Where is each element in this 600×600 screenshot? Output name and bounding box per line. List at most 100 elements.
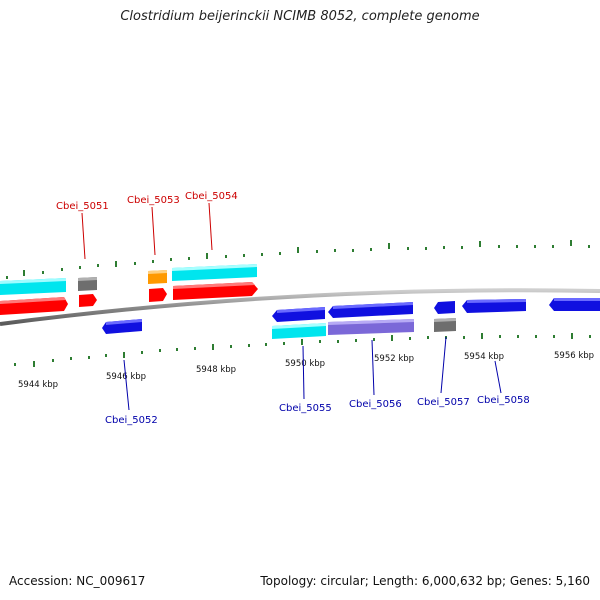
tick — [570, 240, 572, 246]
gene-label-5054[interactable]: Cbei_5054 — [185, 191, 238, 202]
tick — [443, 246, 445, 249]
gene-label-5055[interactable]: Cbei_5055 — [279, 403, 332, 414]
tick — [159, 349, 161, 352]
tick — [425, 247, 427, 250]
accession-text: Accession: NC_009617 — [9, 574, 146, 588]
tick — [188, 257, 190, 260]
tick — [265, 343, 267, 346]
cds-feature-5053 — [149, 288, 167, 302]
tick — [334, 249, 336, 252]
tick — [461, 246, 463, 249]
scale-label-5956: 5956 kbp — [554, 351, 594, 361]
leader-line-5053 — [151, 206, 156, 256]
tick — [279, 252, 281, 255]
leader-line-5051 — [81, 212, 86, 260]
cds-feature-5051 — [79, 294, 97, 307]
tick — [61, 268, 63, 271]
gene-label-5051[interactable]: Cbei_5051 — [56, 201, 109, 212]
tick — [588, 245, 590, 248]
leader-line-5056 — [371, 339, 375, 396]
tick — [463, 336, 465, 339]
scale-label-5948: 5948 kbp — [196, 365, 236, 375]
tick — [33, 361, 35, 367]
tick — [316, 250, 318, 253]
tick — [481, 333, 483, 339]
tick — [498, 245, 500, 248]
tick — [297, 247, 299, 253]
tick — [134, 262, 136, 265]
tick — [42, 271, 44, 274]
tick — [6, 276, 8, 279]
scale-label-5952: 5952 kbp — [374, 354, 414, 364]
leader-line-5057 — [440, 336, 447, 394]
tick — [391, 335, 393, 341]
tick — [499, 335, 501, 338]
tick — [552, 245, 554, 248]
tick — [352, 249, 354, 252]
tick — [589, 335, 591, 338]
leader-line-5052 — [123, 359, 130, 411]
tick — [553, 335, 555, 338]
tick — [517, 335, 519, 338]
tick — [301, 339, 303, 345]
tick — [206, 253, 208, 259]
tick — [427, 336, 429, 339]
tick — [409, 337, 411, 340]
gene-label-5058[interactable]: Cbei_5058 — [477, 395, 530, 406]
tick — [212, 344, 214, 350]
tick — [52, 359, 54, 362]
tick — [105, 354, 107, 357]
scale-label-5944: 5944 kbp — [18, 380, 58, 390]
cds-feature-5057 — [434, 301, 455, 314]
gene-label-5052[interactable]: Cbei_5052 — [105, 415, 158, 426]
tick — [70, 357, 72, 360]
tick — [152, 260, 154, 263]
tick — [370, 248, 372, 251]
tick — [534, 245, 536, 248]
tick — [97, 264, 99, 267]
tick — [373, 338, 375, 341]
tick — [23, 270, 25, 276]
gene-label-5053[interactable]: Cbei_5053 — [127, 195, 180, 206]
scale-label-5950: 5950 kbp — [285, 359, 325, 369]
cds-feature-5059 — [549, 298, 600, 311]
tick — [479, 241, 481, 247]
upper-strand-features — [0, 264, 258, 315]
leader-line-5058 — [494, 360, 502, 394]
scale-label-5954: 5954 kbp — [464, 352, 504, 362]
tick — [88, 356, 90, 359]
tick — [115, 261, 117, 267]
topology-text: Topology: circular; Length: 6,000,632 bp… — [260, 574, 590, 588]
lower-tick-marks — [14, 333, 591, 367]
upper-tick-marks — [6, 240, 590, 279]
gene-label-5056[interactable]: Cbei_5056 — [349, 399, 402, 410]
tick — [407, 247, 409, 250]
tick — [14, 363, 16, 366]
tick — [123, 352, 125, 358]
tick — [337, 340, 339, 343]
tick — [141, 351, 143, 354]
tick — [243, 254, 245, 257]
tick — [355, 339, 357, 342]
tick — [283, 342, 285, 345]
tick — [176, 348, 178, 351]
genome-backbone — [0, 288, 600, 326]
tick — [79, 266, 81, 269]
tick — [194, 347, 196, 350]
leader-line-5055 — [302, 345, 305, 400]
tick — [319, 340, 321, 343]
tick — [230, 345, 232, 348]
tick — [535, 335, 537, 338]
tick — [388, 243, 390, 249]
leader-line-5054 — [208, 202, 213, 251]
tick — [261, 253, 263, 256]
tick — [516, 245, 518, 248]
tick — [571, 333, 573, 339]
lower-strand-features — [102, 298, 600, 339]
map-title: Clostridium beijerinckii NCIMB 8052, com… — [120, 9, 480, 24]
gene-label-5057[interactable]: Cbei_5057 — [417, 397, 470, 408]
tick — [170, 258, 172, 261]
tick — [248, 344, 250, 347]
tick — [225, 255, 227, 258]
